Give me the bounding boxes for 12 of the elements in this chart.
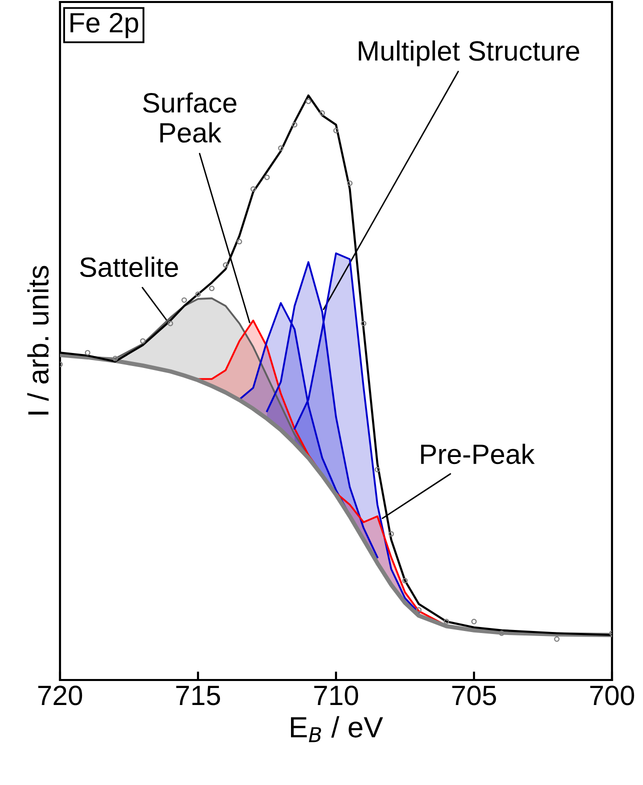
x-axis-title: E$_{B}$ / eV [290,716,383,742]
annotation: Pre-Peak [421,444,535,464]
annotation: Multiplet Structure [358,40,580,66]
x-tick-label: 715 [176,686,220,706]
x-tick-label: 705 [452,686,496,706]
x-tick-label: 720 [38,686,82,706]
annotation: Sattelite [80,256,178,278]
x-tick-label: 710 [314,686,358,706]
annotation: Surface Peak [143,92,236,143]
y-axis-title: I / arb. units [27,266,49,414]
x-tick-label: 700 [590,686,634,706]
text: Fe 2p [70,12,138,38]
